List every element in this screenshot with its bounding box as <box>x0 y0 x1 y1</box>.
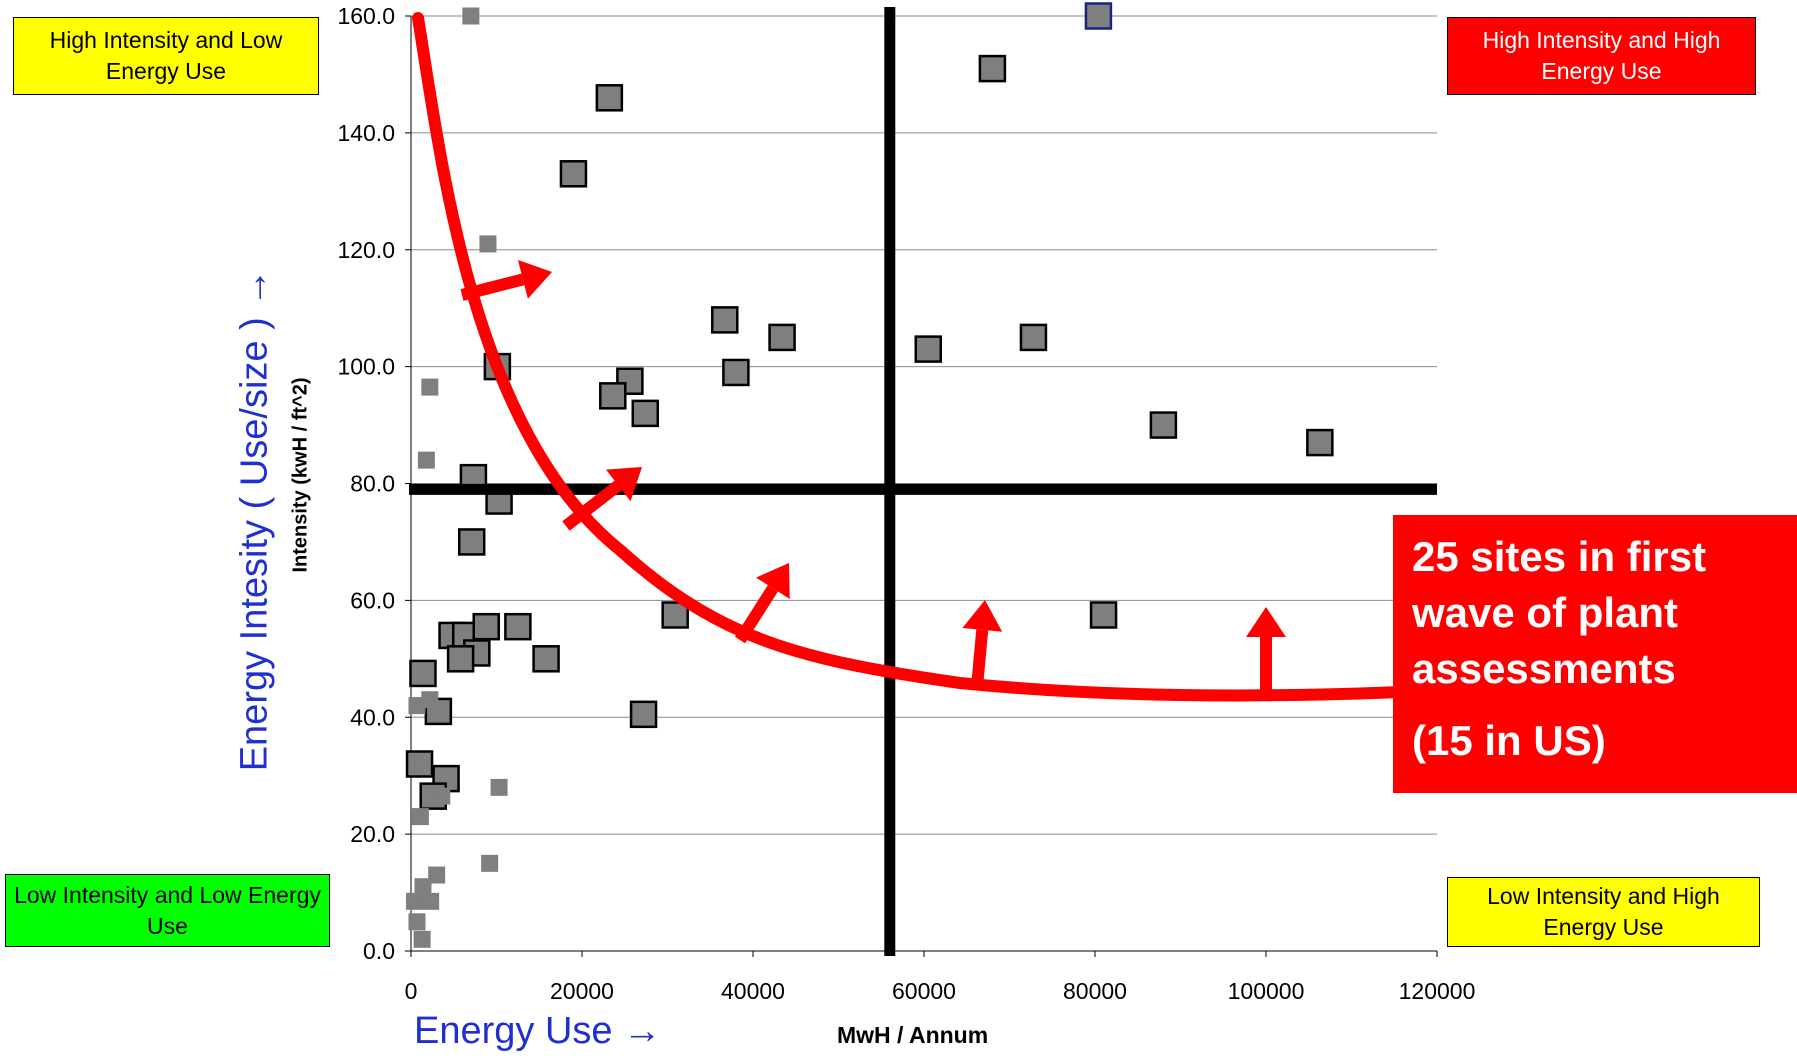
arrow-2-head <box>606 467 642 502</box>
quadrant-label: Low Intensity and High Energy Use <box>1487 883 1720 940</box>
tick-labels: 0.0 20.0 40.0 60.0 80.0 100.0 120.0 140.0 160.0 0… <box>337 3 1475 1004</box>
y-tick-label: 120.0 <box>337 237 395 263</box>
frontier-curve-line <box>412 12 1406 702</box>
callout-line-2: (15 in US) <box>1412 717 1606 764</box>
y-tick-label: 40.0 <box>350 704 395 730</box>
arrow-4-head <box>962 600 1003 632</box>
arrow-1-shaft <box>460 273 525 301</box>
x-tick-label: 60000 <box>892 978 956 1004</box>
quadrant-low-intensity-high-energy: Low Intensity and High Energy Use <box>1447 877 1760 947</box>
assessment-callout: 25 sites in first wave of plant assessme… <box>1393 515 1797 793</box>
y-tick-label: 80.0 <box>350 471 395 497</box>
data-point <box>408 697 426 715</box>
data-point <box>1089 601 1118 629</box>
energy-intensity-concept-label: Energy Intesity ( Use/size ) → <box>233 268 276 772</box>
y-axis-label: Intensity (kwH / ft^2) <box>289 377 312 573</box>
data-point <box>417 451 435 469</box>
y-tick-label: 0.0 <box>363 938 395 964</box>
y-tick-label: 100.0 <box>337 354 395 380</box>
gridlines <box>411 15 1437 835</box>
quadrant-label: High Intensity and High Energy Use <box>1482 27 1721 84</box>
data-point <box>462 7 480 25</box>
data-point <box>421 378 439 396</box>
quadrant-label: High Intensity and Low Energy Use <box>49 27 283 84</box>
data-point <box>481 854 499 872</box>
data-point <box>504 612 532 641</box>
data-point <box>414 878 432 896</box>
data-point <box>559 160 588 188</box>
x-axis-label: MwH / Annum <box>837 1022 989 1048</box>
data-point <box>457 528 486 556</box>
data-point <box>424 697 453 726</box>
arrow-4-shaft <box>971 629 989 688</box>
data-point <box>409 659 437 688</box>
data-point <box>1306 428 1334 457</box>
data-point <box>479 235 497 253</box>
y-tick-label: 140.0 <box>337 120 395 146</box>
threshold-lines <box>409 7 1437 956</box>
data-point <box>472 612 500 641</box>
quadrant-low-intensity-low-energy: Low Intensity and Low Energy Use <box>5 874 330 947</box>
data-point <box>408 913 426 931</box>
data-points <box>405 2 1334 948</box>
data-point <box>490 778 508 796</box>
data-point <box>768 323 796 352</box>
x-tick-label: 120000 <box>1399 978 1476 1004</box>
data-point <box>711 306 739 334</box>
x-tick-label: 100000 <box>1228 978 1305 1004</box>
data-point <box>1149 411 1178 439</box>
x-tick-label: 80000 <box>1063 978 1127 1004</box>
frontier-curve <box>412 12 1406 702</box>
arrow-5-head <box>1246 607 1286 637</box>
data-point <box>433 787 451 805</box>
data-point <box>914 335 943 363</box>
quadrant-high-intensity-low-energy: High Intensity and Low Energy Use <box>13 17 319 95</box>
arrow-2-shaft <box>562 480 622 531</box>
x-tick-label: 40000 <box>721 978 785 1004</box>
callout-line-1: 25 sites in first wave of plant assessme… <box>1412 533 1707 692</box>
data-point <box>405 892 423 910</box>
data-point <box>631 399 660 428</box>
data-point <box>1019 323 1048 352</box>
data-point <box>629 700 658 729</box>
data-point <box>428 866 446 884</box>
y-tick-label: 20.0 <box>350 821 395 847</box>
data-point <box>595 84 624 112</box>
axes <box>405 15 1438 957</box>
data-point <box>722 358 750 387</box>
quadrant-high-intensity-high-energy: High Intensity and High Energy Use <box>1447 17 1756 95</box>
data-point <box>422 892 440 910</box>
y-tick-label: 60.0 <box>350 587 395 613</box>
data-point <box>405 750 434 778</box>
data-point <box>599 382 627 410</box>
arrow-3-shaft <box>734 585 778 644</box>
x-tick-label: 20000 <box>550 978 614 1004</box>
x-tick-label: 0 <box>405 978 418 1004</box>
y-tick-label: 160.0 <box>337 3 395 29</box>
data-point <box>411 808 429 826</box>
data-point <box>446 645 475 673</box>
quadrant-label: Low Intensity and Low Energy Use <box>14 881 321 939</box>
data-point <box>978 54 1007 83</box>
data-point <box>421 691 439 709</box>
data-point <box>1084 2 1113 30</box>
energy-use-concept-label: Energy Use → <box>414 1010 662 1052</box>
data-point <box>413 930 431 948</box>
arrow-1-head <box>517 260 552 299</box>
data-point <box>532 645 560 673</box>
arrow-3-head <box>756 563 790 600</box>
